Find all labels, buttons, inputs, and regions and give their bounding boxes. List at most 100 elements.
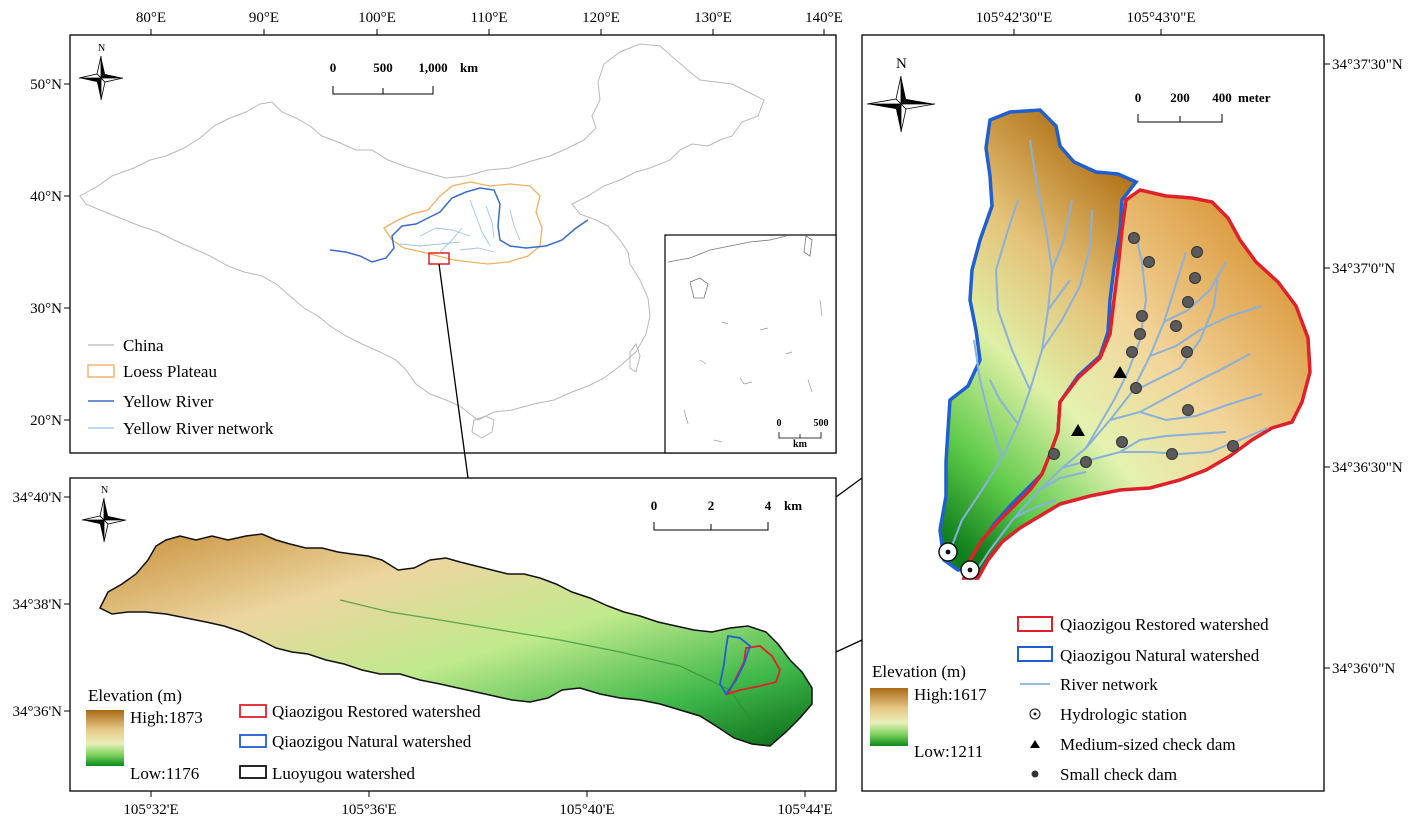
panel-c-lat-ticks: 34°37'30"N 34°37'0"N 34°36'30"N 34°36'0"… xyxy=(1324,57,1403,677)
small-check-dam xyxy=(1048,448,1060,460)
north-arrow: N xyxy=(866,56,936,133)
small-check-dam xyxy=(1191,246,1203,258)
luoyugou-main-channel xyxy=(339,599,763,737)
luoyugou-watershed xyxy=(98,533,813,747)
scale-bar: 0 200 400 meter xyxy=(1135,90,1271,123)
panel-c-legend: Qiaozigou Restored watershed Qiaozigou N… xyxy=(1017,615,1269,784)
small-check-dams xyxy=(1048,232,1239,468)
lat-tick-label: 34°36'N xyxy=(12,704,62,720)
taiwan-island xyxy=(629,342,641,373)
legend-restored: Qiaozigou Restored watershed xyxy=(272,702,481,721)
lat-tick-label: 20°N xyxy=(30,413,62,429)
panel-b-legend: Qiaozigou Restored watershed Qiaozigou N… xyxy=(239,702,481,783)
scale-label: 200 xyxy=(1170,90,1190,105)
inset-scale-unit: km xyxy=(793,439,808,450)
legend-restored: Qiaozigou Restored watershed xyxy=(1060,615,1269,634)
legend-luoyugou: Luoyugou watershed xyxy=(272,764,416,783)
legend-hydrologic-station: Hydrologic station xyxy=(1060,705,1188,724)
lon-tick-label: 140°E xyxy=(805,10,843,26)
natural-watershed xyxy=(938,108,1139,572)
north-label: N xyxy=(101,485,108,496)
small-check-dam xyxy=(1181,346,1193,358)
legend-river-network: Yellow River network xyxy=(123,419,274,438)
legend-medium-check-dam: Medium-sized check dam xyxy=(1060,735,1236,754)
lon-tick-label: 105°36'E xyxy=(341,802,396,818)
small-check-dam xyxy=(1136,310,1148,322)
scale-label: 0 xyxy=(651,498,658,513)
elevation-low: Low:1211 xyxy=(914,742,983,761)
lon-tick-label: 105°32'E xyxy=(123,802,178,818)
legend-loess-plateau: Loess Plateau xyxy=(123,362,217,381)
small-check-dam xyxy=(1134,328,1146,340)
panel-a-legend: China Loess Plateau Yellow River Yellow … xyxy=(87,336,274,438)
natural-watershed-small xyxy=(719,634,752,696)
medium-check-dam xyxy=(1113,366,1127,378)
hydrologic-stations xyxy=(938,542,980,580)
scale-label: 0 xyxy=(330,60,337,75)
lon-tick-label: 105°42'30"E xyxy=(976,10,1053,26)
lat-tick-label: 40°N xyxy=(30,189,62,205)
elevation-legend: Elevation (m) High:1617 Low:1211 xyxy=(870,662,987,761)
scale-label: 4 xyxy=(765,498,772,513)
medium-check-dams xyxy=(1071,366,1127,436)
legend-natural: Qiaozigou Natural watershed xyxy=(1060,646,1260,665)
lon-tick-label: 90°E xyxy=(249,10,279,26)
north-label: N xyxy=(896,56,907,72)
north-label: N xyxy=(98,43,105,54)
panel-a-overview: 80°E 90°E 100°E 110°E 120°E 130°E 140°E … xyxy=(30,10,843,479)
scale-label: 400 xyxy=(1212,90,1232,105)
lat-tick-label: 34°36'30"N xyxy=(1332,460,1403,476)
legend-river-network: River network xyxy=(1060,675,1158,694)
elevation-high: High:1617 xyxy=(914,685,987,704)
elevation-title: Elevation (m) xyxy=(88,686,182,705)
lon-tick-label: 80°E xyxy=(136,10,166,26)
hydrologic-station xyxy=(960,560,980,580)
lat-tick-label: 50°N xyxy=(30,77,62,93)
legend-yellow-river: Yellow River xyxy=(123,392,214,411)
china-outline xyxy=(79,43,765,421)
small-check-dam xyxy=(1189,272,1201,284)
scale-unit: km xyxy=(460,60,478,75)
lon-tick-label: 100°E xyxy=(358,10,396,26)
small-check-dam xyxy=(1182,404,1194,416)
panel-a-lon-ticks: 80°E 90°E 100°E 110°E 120°E 130°E 140°E xyxy=(136,10,843,35)
hydrologic-station xyxy=(938,542,958,562)
scale-bar: 0 500 1,000 km xyxy=(330,60,478,95)
medium-check-dam xyxy=(1071,424,1085,436)
legend-natural: Qiaozigou Natural watershed xyxy=(272,732,472,751)
lon-tick-label: 120°E xyxy=(582,10,620,26)
scale-label: 500 xyxy=(373,60,393,75)
locator-line-b2 xyxy=(835,639,863,653)
north-arrow: N xyxy=(81,485,127,543)
inset-scale-label: 500 xyxy=(814,418,829,429)
scale-label: 0 xyxy=(1135,90,1142,105)
elevation-low: Low:1176 xyxy=(130,764,199,783)
loess-plateau-outline xyxy=(383,181,543,265)
small-check-dam xyxy=(1182,296,1194,308)
inset-map: 0 500 km xyxy=(664,234,837,454)
panel-b-lon-ticks: 105°32'E 105°36'E 105°40'E 105°44'E xyxy=(123,791,833,818)
elevation-high: High:1873 xyxy=(130,708,203,727)
lat-tick-label: 34°37'30"N xyxy=(1332,57,1403,73)
small-check-dam xyxy=(1170,320,1182,332)
lon-tick-label: 110°E xyxy=(470,10,507,26)
lat-tick-label: 34°36'0"N xyxy=(1332,661,1395,677)
locator-line xyxy=(438,263,469,479)
small-check-dam xyxy=(1116,436,1128,448)
lon-tick-label: 105°40'E xyxy=(559,802,614,818)
lon-tick-label: 105°44'E xyxy=(777,802,832,818)
north-arrow: N xyxy=(78,43,124,101)
yellow-river-line xyxy=(329,187,589,263)
lat-tick-label: 30°N xyxy=(30,301,62,317)
lat-tick-label: 34°38'N xyxy=(12,597,62,613)
scale-unit: meter xyxy=(1238,90,1271,105)
elevation-legend: Elevation (m) High:1873 Low:1176 xyxy=(86,686,203,783)
small-check-dam xyxy=(1126,346,1138,358)
legend-small-check-dam: Small check dam xyxy=(1060,765,1177,784)
scale-label: 1,000 xyxy=(418,60,447,75)
scale-label: 2 xyxy=(708,498,715,513)
small-check-dam xyxy=(1227,440,1239,452)
small-check-dam xyxy=(1143,256,1155,268)
scale-bar: 0 2 4 km xyxy=(651,498,802,531)
